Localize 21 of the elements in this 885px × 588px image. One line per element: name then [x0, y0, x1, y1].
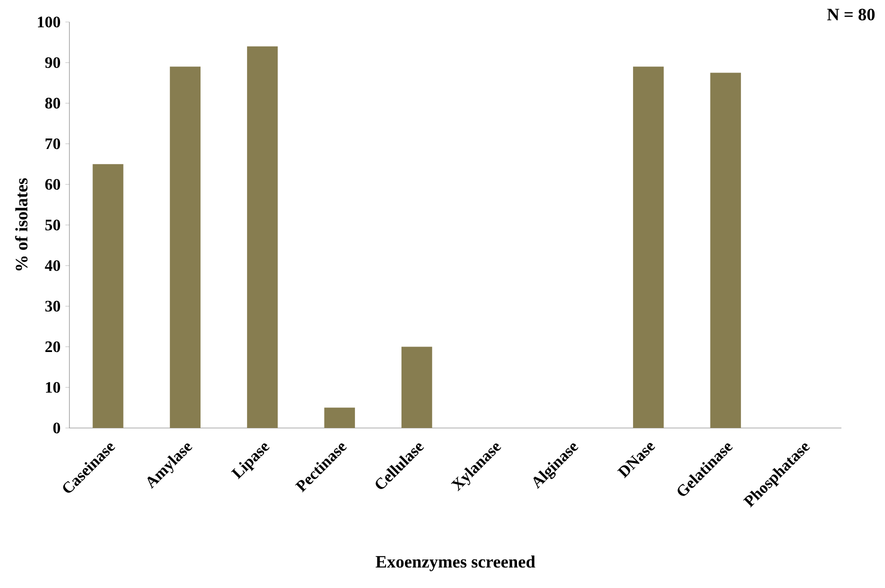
y-axis-title: % of isolates — [15, 178, 28, 270]
y-tick-label: 10 — [46, 382, 60, 393]
text: N = 80 — [827, 8, 875, 20]
bar — [633, 66, 664, 428]
x-axis-title: Exoenzymes screened — [376, 555, 536, 572]
y-tick-label: 0 — [53, 422, 60, 434]
y-tick-label: 40 — [44, 260, 60, 271]
bar — [92, 164, 124, 428]
bar — [247, 46, 278, 428]
y-tick-label: 50 — [45, 220, 60, 230]
y-tick-label: 90 — [45, 57, 60, 68]
y-tick-label: 60 — [45, 178, 60, 190]
bar — [324, 408, 355, 428]
y-tick-label: 100 — [38, 16, 60, 28]
bar — [401, 346, 432, 428]
y-tick-label: 30 — [45, 300, 60, 312]
y-tick-label: 70 — [46, 138, 60, 150]
bar — [710, 72, 741, 428]
bar — [170, 66, 201, 428]
y-tick-label: 80 — [45, 98, 60, 109]
y-tick-label: 20 — [45, 341, 60, 352]
